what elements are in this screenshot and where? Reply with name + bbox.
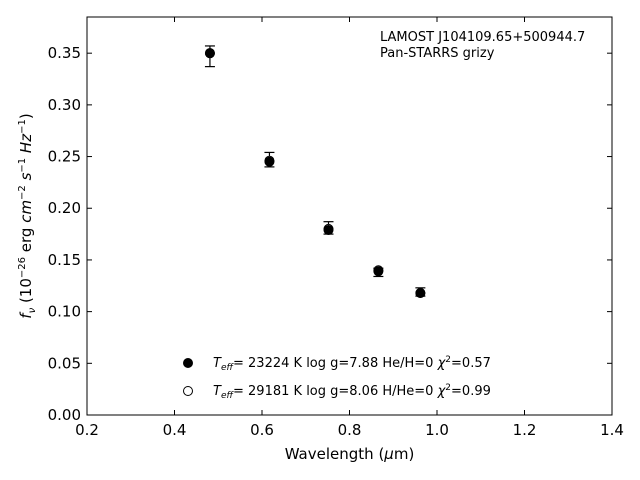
y-axis-label: fν (10−26 erg cm−2 s−1 Hz−1) bbox=[17, 113, 38, 318]
survey-label: Pan-STARRS grizy bbox=[380, 46, 495, 61]
y-axis: 0.00 0.05 0.10 0.15 0.20 0.25 0.30 0.35 bbox=[48, 44, 612, 424]
y-tick-label: 0.35 bbox=[48, 44, 81, 62]
x-tick-label: 1.0 bbox=[425, 421, 449, 439]
x-axis: 0.2 0.4 0.6 0.8 1.0 1.2 1.4 bbox=[75, 17, 624, 439]
model-point-filled bbox=[415, 288, 426, 299]
x-tick-label: 1.2 bbox=[513, 421, 537, 439]
legend-marker-open bbox=[183, 386, 193, 396]
x-tick-label: 0.4 bbox=[163, 421, 187, 439]
legend-entry-2: Teff= 29181 K log g=8.06 H/He=0 χ2=0.99 bbox=[213, 383, 491, 401]
x-axis-label: Wavelength (μm) bbox=[285, 445, 415, 463]
legend: Teff= 23224 K log g=7.88 He/H=0 χ2=0.57 … bbox=[183, 355, 491, 401]
model-point-filled bbox=[323, 224, 334, 235]
model-point-filled bbox=[373, 266, 384, 277]
x-tick-label: 1.4 bbox=[600, 421, 624, 439]
object-name: LAMOST J104109.65+500944.7 bbox=[380, 30, 585, 45]
y-tick-label: 0.05 bbox=[48, 354, 81, 372]
x-tick-label: 0.8 bbox=[338, 421, 362, 439]
y-tick-label: 0.25 bbox=[48, 148, 81, 166]
data-marks bbox=[204, 45, 426, 299]
x-tick-label: 0.6 bbox=[250, 421, 274, 439]
x-tick-label: 0.2 bbox=[75, 421, 99, 439]
y-tick-label: 0.00 bbox=[48, 406, 81, 424]
y-tick-label: 0.30 bbox=[48, 96, 81, 114]
model-point-filled bbox=[204, 48, 215, 59]
y-tick-label: 0.15 bbox=[48, 251, 81, 269]
model-point-filled bbox=[264, 156, 275, 167]
legend-entry-1: Teff= 23224 K log g=7.88 He/H=0 χ2=0.57 bbox=[213, 355, 491, 373]
legend-marker-filled bbox=[183, 358, 193, 368]
y-tick-label: 0.10 bbox=[48, 303, 81, 321]
y-tick-label: 0.20 bbox=[48, 199, 81, 217]
